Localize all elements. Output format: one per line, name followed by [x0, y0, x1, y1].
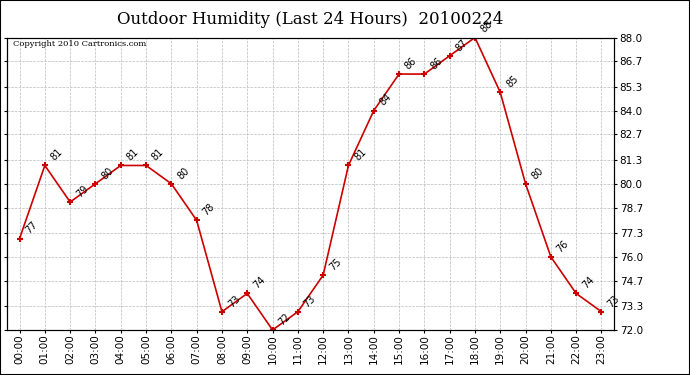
Text: 81: 81: [49, 147, 65, 163]
Text: 81: 81: [150, 147, 166, 163]
Text: 85: 85: [504, 74, 520, 90]
Text: Outdoor Humidity (Last 24 Hours)  20100224: Outdoor Humidity (Last 24 Hours) 2010022…: [117, 11, 504, 28]
Text: 73: 73: [606, 293, 622, 309]
Text: 78: 78: [201, 202, 217, 217]
Text: 73: 73: [302, 293, 318, 309]
Text: 72: 72: [277, 311, 293, 327]
Text: 84: 84: [378, 92, 394, 108]
Text: Copyright 2010 Cartronics.com: Copyright 2010 Cartronics.com: [13, 40, 146, 48]
Text: 88: 88: [479, 19, 495, 35]
Text: 81: 81: [353, 147, 368, 163]
Text: 76: 76: [555, 238, 571, 254]
Text: 74: 74: [251, 275, 267, 291]
Text: 80: 80: [530, 165, 546, 181]
Text: 77: 77: [23, 220, 39, 236]
Text: 73: 73: [226, 293, 242, 309]
Text: 74: 74: [580, 275, 596, 291]
Text: 80: 80: [175, 165, 191, 181]
Text: 80: 80: [99, 165, 115, 181]
Text: 75: 75: [327, 256, 343, 272]
Text: 86: 86: [428, 56, 444, 71]
Text: 87: 87: [454, 37, 470, 53]
Text: 79: 79: [75, 183, 90, 199]
Text: 81: 81: [125, 147, 141, 163]
Text: 86: 86: [403, 56, 419, 71]
